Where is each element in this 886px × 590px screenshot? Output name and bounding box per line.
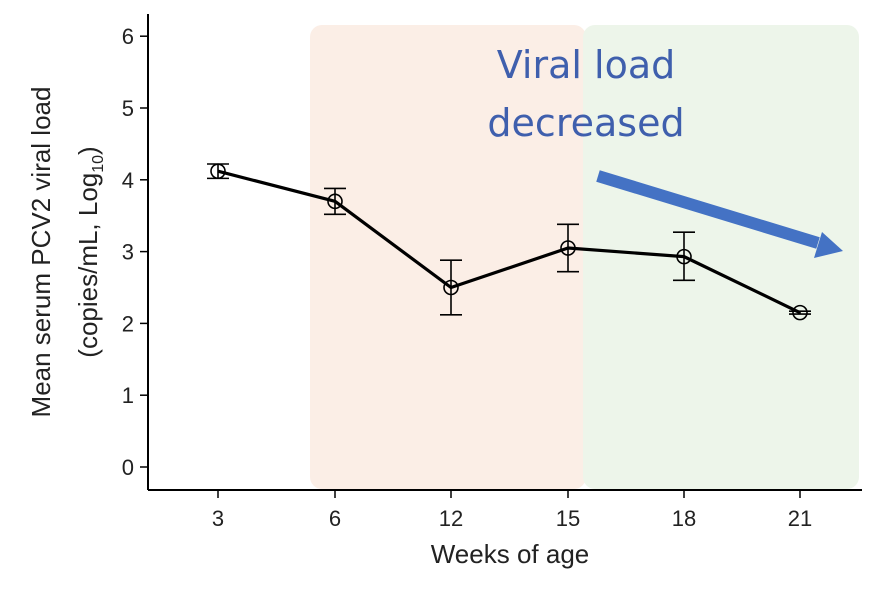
data-point bbox=[676, 248, 692, 265]
x-tick-label: 3 bbox=[212, 506, 224, 531]
x-tick-label: 18 bbox=[672, 506, 696, 531]
x-axis-ticks: 3 6 12 15 18 21 bbox=[212, 490, 812, 531]
y-axis-label-line2: (copies/mL, Log10) bbox=[73, 146, 107, 357]
shaded-regions bbox=[310, 25, 859, 489]
trend-arrow-head bbox=[814, 232, 843, 258]
series-line bbox=[217, 169, 801, 315]
y-axis-label-prefix: (copies/mL, Log bbox=[73, 173, 103, 358]
x-tick-label: 15 bbox=[556, 506, 580, 531]
annotation-line1: Viral load bbox=[497, 43, 675, 87]
x-tick-label: 12 bbox=[439, 506, 463, 531]
data-point bbox=[560, 240, 576, 256]
y-tick-label: 3 bbox=[122, 240, 134, 265]
y-tick-label: 2 bbox=[122, 311, 134, 336]
data-point bbox=[327, 193, 343, 210]
y-tick-label: 0 bbox=[122, 455, 134, 480]
y-axis-label-line1: Mean serum PCV2 viral load bbox=[26, 87, 56, 418]
trend-arrow-shaft bbox=[596, 170, 820, 249]
trend-arrow bbox=[596, 170, 843, 258]
data-points bbox=[210, 163, 808, 321]
shaded-region-2 bbox=[583, 25, 859, 489]
y-tick-label: 4 bbox=[122, 168, 134, 193]
x-tick-label: 21 bbox=[788, 506, 812, 531]
x-tick-label: 6 bbox=[329, 506, 341, 531]
y-axis-label-units: (copies/mL, Log10) bbox=[73, 146, 107, 357]
data-point bbox=[210, 163, 226, 179]
annotation: Viral load decreased bbox=[487, 43, 843, 258]
annotation-line2: decreased bbox=[487, 101, 684, 145]
y-tick-label: 5 bbox=[122, 96, 134, 121]
shaded-region-1 bbox=[310, 25, 586, 489]
data-point bbox=[443, 279, 459, 296]
y-axis-label-subscript: 10 bbox=[90, 155, 107, 173]
series-polyline bbox=[217, 169, 801, 315]
x-axis-label: Weeks of age bbox=[431, 539, 590, 569]
y-axis-label: Mean serum PCV2 viral load bbox=[26, 87, 56, 418]
data-point bbox=[792, 304, 808, 321]
y-axis-label-suffix: ) bbox=[73, 146, 103, 155]
y-tick-label: 1 bbox=[122, 383, 134, 408]
y-tick-label: 6 bbox=[122, 24, 134, 49]
y-axis-ticks: 0 1 2 3 4 5 6 bbox=[122, 24, 148, 480]
